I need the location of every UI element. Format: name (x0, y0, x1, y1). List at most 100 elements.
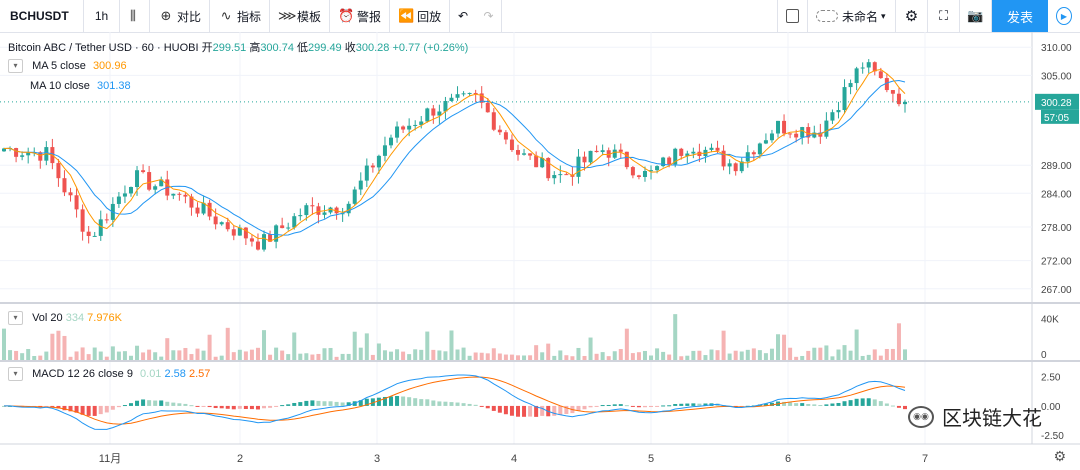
redo-button[interactable]: ↷ (476, 0, 503, 32)
price-tick-label: 272.00 (1041, 257, 1072, 268)
macd-histogram-bar (703, 403, 708, 406)
candle-body (122, 193, 127, 197)
candle-body (310, 205, 315, 207)
alert-button[interactable]: ⏰ 警报 (330, 0, 391, 32)
candle-body (540, 157, 545, 168)
time-tick-label: 6 (785, 453, 791, 465)
volume-bar (195, 348, 200, 360)
macd-histogram-bar (854, 398, 859, 406)
macd-legend[interactable]: ▾ MACD 12 26 close 9 0.01 2.58 2.57 (8, 367, 210, 381)
volume-bar (50, 333, 55, 360)
macd-histogram-bar (896, 405, 901, 408)
settings-button[interactable]: ⚙ (896, 0, 928, 32)
volume-bar (691, 350, 696, 360)
candle-body (721, 150, 726, 167)
chart-canvas[interactable]: 310.00305.00289.00284.00278.00272.00267.… (0, 32, 1080, 470)
volume-bar (32, 356, 37, 360)
change-value: +0.77 (+0.26%) (392, 42, 469, 54)
volume-bar (104, 356, 109, 360)
alarm-clock-icon: ⏰ (338, 8, 355, 23)
candle-body (177, 193, 182, 195)
candle-body (528, 153, 533, 156)
macd-label: MACD 12 26 close 9 (32, 367, 133, 380)
candle-body (485, 102, 490, 113)
volume-bar (135, 345, 140, 360)
volume-bar (461, 347, 466, 360)
ma10-legend[interactable]: MA 10 close 301.38 (30, 80, 131, 92)
indicators-button[interactable]: ∿ 指标 (210, 0, 271, 32)
candle-body (316, 206, 321, 215)
candle-body (268, 234, 273, 242)
collapse-toggle-icon[interactable]: ▾ (8, 59, 23, 73)
macd-histogram-bar (630, 405, 635, 407)
price-tick-label: 267.00 (1041, 285, 1072, 296)
volume-bar (455, 349, 460, 360)
macd-histogram-bar (407, 397, 412, 406)
fullscreen-button[interactable]: ⛶ (928, 0, 960, 32)
candle-body (328, 207, 333, 213)
compare-button[interactable]: ⊕ 对比 (150, 0, 211, 32)
candle-body (340, 213, 345, 215)
candle-body (455, 94, 460, 98)
macd-histogram-bar (128, 403, 133, 406)
symbol-search-button[interactable]: BCHUSDT (0, 0, 84, 32)
collapse-toggle-icon[interactable]: ▾ (8, 367, 23, 381)
candle-body (534, 155, 539, 168)
candle-body (128, 187, 133, 194)
macd-histogram-bar (515, 405, 520, 417)
candle-body (739, 161, 744, 172)
chart-style-button[interactable]: ⫼ (120, 0, 150, 32)
macd-histogram-bar (667, 405, 672, 407)
macd-histogram-bar (661, 405, 666, 407)
volume-bar (116, 351, 121, 360)
snapshot-button[interactable]: 📷 (960, 0, 992, 32)
volume-bar (201, 350, 206, 360)
select-mode-button[interactable] (778, 0, 808, 32)
interval-button[interactable]: 1h (84, 0, 120, 32)
volume-bar (237, 349, 242, 360)
candle-body (20, 155, 25, 157)
axes: 310.00 305.00 289.00 284.00 278.00 272.00 267.… (99, 43, 1079, 465)
candle-body (630, 167, 635, 176)
macd-histogram-bar (110, 405, 115, 410)
collapse-toggle-icon[interactable]: ▾ (8, 311, 23, 325)
candle-body (68, 192, 73, 196)
volume-value: 334 (65, 311, 85, 324)
volume-bar (540, 352, 545, 360)
macd-histogram-bar (292, 402, 297, 406)
layout-name-button[interactable]: 未命名 ▾ (808, 0, 896, 32)
volume-bar (189, 354, 194, 360)
macd-line-value: 2.58 (164, 367, 186, 380)
play-button[interactable]: ▶ (1048, 0, 1080, 32)
price-tick-label: 284.00 (1041, 189, 1072, 200)
volume-bar (479, 352, 484, 360)
ma5-legend[interactable]: ▾ MA 5 close 300.96 (8, 59, 127, 73)
macd-histogram-bar (697, 403, 702, 406)
candle-body (903, 101, 907, 105)
candle-body (788, 133, 793, 135)
macd-histogram-bar (763, 403, 768, 406)
macd-histogram-bar (425, 399, 430, 406)
macd-histogram-bar (213, 405, 218, 409)
volume-bar (884, 348, 889, 360)
macd-histogram-bar (92, 405, 97, 416)
candle-body (38, 152, 43, 161)
top-toolbar: BCHUSDT 1h ⫼ ⊕ 对比 ∿ 指标 ⋙ 模板 ⏰ 警报 ⏪ 回放 ↶ ↷ 未命名… (0, 0, 1080, 33)
macd-histogram-bar (237, 405, 242, 409)
candle-body (836, 110, 841, 113)
macd-histogram-bar (189, 405, 194, 407)
templates-button[interactable]: ⋙ 模板 (270, 0, 331, 32)
macd-histogram-bar (44, 405, 49, 407)
macd-histogram-bar (794, 403, 799, 406)
volume-bar (141, 352, 146, 360)
publish-button[interactable]: 发表 (992, 0, 1048, 32)
candle-body (800, 127, 805, 138)
candle-body (231, 229, 236, 236)
replay-button[interactable]: ⏪ 回放 (390, 0, 451, 32)
chart-settings-button[interactable]: ⚙ (1053, 448, 1066, 465)
volume-bar (509, 354, 514, 360)
macd-histogram-bar (788, 402, 793, 406)
undo-button[interactable]: ↶ (450, 0, 476, 32)
volume-bar (183, 347, 188, 360)
volume-legend[interactable]: ▾ Vol 20 334 7.976K (8, 311, 122, 325)
